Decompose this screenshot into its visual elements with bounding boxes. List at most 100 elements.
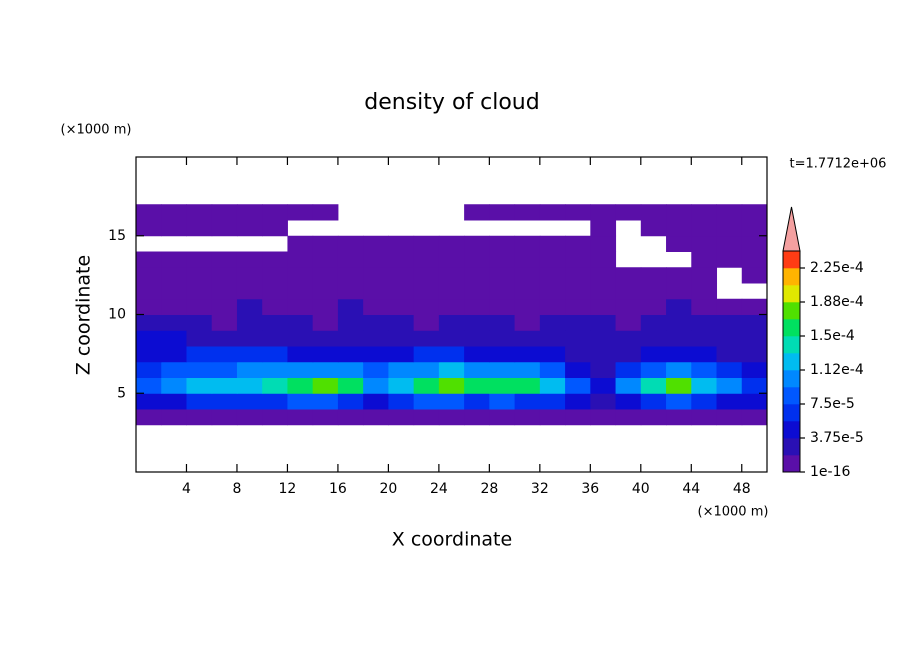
contour-cell: [211, 393, 238, 410]
contour-cell: [741, 330, 768, 347]
contour-cell: [565, 251, 591, 268]
colorbar-tick-label: 1e-16: [810, 464, 850, 480]
contour-cell: [691, 220, 718, 237]
contour-cell: [413, 235, 440, 252]
contour-cell: [186, 393, 213, 410]
chart-title: density of cloud: [364, 90, 539, 115]
contour-cell: [262, 204, 288, 221]
contour-cell: [489, 298, 516, 315]
y-tick-label: 10: [108, 307, 126, 323]
contour-cell: [464, 393, 490, 410]
contour-cell: [565, 377, 591, 394]
contour-cell: [615, 393, 642, 410]
contour-cell: [312, 251, 339, 268]
contour-cell: [565, 204, 591, 221]
contour-cell: [691, 267, 718, 284]
contour-cell: [211, 409, 238, 426]
contour-cell: [514, 251, 541, 268]
contour-cell: [464, 298, 490, 315]
contour-cell: [136, 251, 162, 268]
contour-cell: [438, 393, 465, 410]
contour-cell: [287, 346, 314, 363]
contour-cell: [262, 377, 288, 394]
colorbar-band: [783, 336, 800, 354]
contour-cell: [136, 346, 162, 363]
contour-cell: [388, 283, 415, 300]
contour-cell: [363, 283, 389, 300]
contour-cell: [236, 330, 263, 347]
contour-cell: [236, 204, 263, 221]
colorbar-tick-label: 7.5e-5: [810, 396, 855, 412]
contour-cell: [716, 314, 743, 331]
contour-cell: [640, 283, 667, 300]
contour-cell: [590, 330, 617, 347]
contour-cell: [413, 361, 440, 378]
y-tick-label: 15: [108, 228, 126, 244]
contour-cell: [489, 235, 516, 252]
contour-cell: [640, 361, 667, 378]
contour-cell: [312, 235, 339, 252]
colorbar-band: [783, 285, 800, 303]
contour-cell: [363, 330, 389, 347]
contour-cell: [514, 298, 541, 315]
contour-cell: [413, 377, 440, 394]
contour-cell: [337, 377, 364, 394]
contour-cell: [236, 409, 263, 426]
contour-cell: [464, 283, 490, 300]
contour-cell: [514, 330, 541, 347]
contour-cell: [136, 409, 162, 426]
contour-cell: [312, 330, 339, 347]
contour-cell: [741, 235, 768, 252]
contour-cell: [161, 346, 187, 363]
contour-cell: [438, 361, 465, 378]
contour-cell: [388, 267, 415, 284]
contour-cell: [539, 330, 566, 347]
contour-cell: [136, 314, 162, 331]
colorbar-band: [783, 370, 800, 388]
contour-cell: [640, 267, 667, 284]
contour-cell: [741, 409, 768, 426]
contour-cell: [337, 409, 364, 426]
contour-cell: [337, 393, 364, 410]
contour-cell: [363, 267, 389, 284]
contour-cell: [337, 361, 364, 378]
contour-cell: [438, 251, 465, 268]
colorbar-band: [783, 353, 800, 371]
x-tick-label: 44: [682, 481, 700, 497]
contour-cell: [136, 330, 162, 347]
contour-cell: [590, 220, 617, 237]
contour-cell: [716, 393, 743, 410]
contour-cell: [539, 393, 566, 410]
x-tick-label: 40: [632, 481, 650, 497]
contour-cell: [337, 298, 364, 315]
contour-cell: [388, 235, 415, 252]
contour-cell: [262, 298, 288, 315]
contour-cell: [489, 346, 516, 363]
x-tick-label: 28: [480, 481, 498, 497]
contour-cell: [312, 361, 339, 378]
contour-cell: [211, 330, 238, 347]
contour-cell: [438, 409, 465, 426]
contour-cell: [211, 377, 238, 394]
contour-cell: [388, 314, 415, 331]
y-tick-label: 5: [117, 385, 126, 401]
contour-cell: [691, 393, 718, 410]
contour-cell: [136, 361, 162, 378]
x-tick-label: 16: [329, 481, 347, 497]
contour-cell: [388, 409, 415, 426]
contour-cell: [489, 377, 516, 394]
contour-cell: [413, 346, 440, 363]
contour-cell: [287, 235, 314, 252]
contour-cell: [489, 251, 516, 268]
contour-cell: [438, 377, 465, 394]
contour-cell: [236, 377, 263, 394]
contour-cell: [666, 393, 692, 410]
contour-cell: [161, 283, 187, 300]
contour-cell: [666, 267, 692, 284]
contour-cell: [438, 267, 465, 284]
contour-cell: [186, 251, 213, 268]
contour-cell: [363, 393, 389, 410]
contour-cell: [136, 220, 162, 237]
contour-field: [136, 204, 768, 426]
